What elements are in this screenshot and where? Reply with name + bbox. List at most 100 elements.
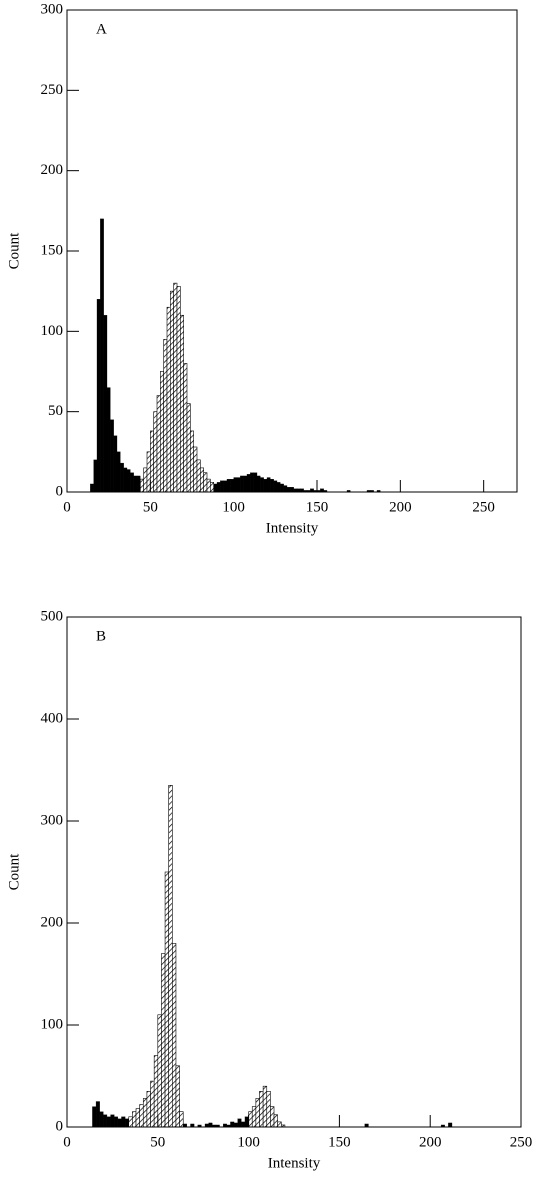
histogram-bar	[230, 1121, 235, 1128]
histogram-bar	[193, 446, 198, 493]
histogram-bar	[280, 483, 284, 493]
plot-frame	[66, 9, 518, 493]
y-tick-label: 100	[41, 323, 64, 339]
histogram-bar	[223, 480, 228, 493]
y-tick-label: 300	[41, 812, 64, 828]
y-tick-label: 0	[56, 483, 64, 499]
histogram-bar	[157, 1014, 162, 1128]
histogram-bar	[253, 472, 258, 493]
histogram-bar	[180, 314, 184, 493]
histogram-bar	[236, 477, 241, 493]
histogram-bar	[286, 487, 291, 493]
histogram-bar	[230, 478, 234, 493]
histogram-bar	[106, 387, 111, 493]
histogram-bar	[283, 485, 288, 493]
panel-label: B	[96, 628, 106, 644]
histogram-bar	[143, 467, 148, 493]
y-tick-label: 250	[41, 82, 64, 98]
histogram-bar	[233, 1122, 238, 1128]
histogram-bar	[150, 1080, 155, 1128]
histogram-bar	[277, 1121, 282, 1128]
histogram-bar	[161, 953, 166, 1128]
x-axis-label: Intensity	[266, 520, 319, 536]
histogram-bar	[103, 1114, 108, 1128]
x-axis-label: Intensity	[268, 1155, 321, 1171]
histogram-bar	[160, 371, 164, 493]
histogram-bar	[176, 286, 181, 493]
histogram-bar	[186, 403, 191, 493]
histogram-bar	[133, 475, 138, 493]
histogram-bar	[90, 483, 94, 493]
y-axis-label: Count	[6, 232, 22, 270]
y-tick-label: 200	[41, 914, 64, 930]
histogram-bar	[170, 290, 174, 493]
histogram-bar	[200, 467, 204, 493]
histogram-bar	[259, 1091, 264, 1128]
histogram-bar	[243, 475, 248, 493]
histogram-bar	[248, 1111, 253, 1128]
histogram-bar	[237, 1118, 242, 1128]
histogram-bar	[263, 478, 268, 493]
histogram-bar	[216, 482, 221, 493]
histogram-bar	[156, 395, 161, 493]
histogram-bar	[210, 482, 214, 493]
histogram-bar	[173, 282, 178, 493]
histogram-bar	[256, 475, 261, 493]
histogram-bar	[120, 462, 124, 493]
histogram-bar	[251, 1106, 257, 1128]
histogram-bar	[203, 472, 208, 493]
histogram-bar	[142, 1098, 148, 1128]
histogram-bar	[246, 474, 251, 493]
histogram-bar	[166, 306, 171, 493]
histogram-bar	[241, 1121, 246, 1128]
histogram-bar	[250, 472, 254, 493]
y-tick-label: 200	[41, 162, 64, 178]
histogram-bar	[206, 478, 211, 493]
histogram-bar	[136, 475, 141, 493]
histogram-bar	[110, 1114, 115, 1128]
histogram-bar	[270, 478, 274, 493]
x-tick-label: 150	[306, 499, 329, 515]
histogram-bar	[244, 1116, 249, 1128]
histogram-bar	[106, 1116, 111, 1128]
x-tick-label: 50	[143, 499, 158, 515]
histogram-bar	[128, 1116, 133, 1128]
histogram-bar	[260, 477, 264, 493]
histogram-bar	[196, 459, 201, 493]
x-tick-label: 250	[472, 499, 495, 515]
x-tick-label: 200	[419, 1134, 442, 1150]
y-tick-label: 150	[41, 242, 64, 258]
x-tick-label: 0	[63, 1134, 71, 1150]
histogram-bar	[113, 435, 118, 493]
histogram-bar	[172, 943, 177, 1128]
histogram-bar	[99, 1111, 104, 1128]
histogram-bar	[124, 1118, 129, 1128]
histogram-bar	[164, 871, 169, 1128]
histogram-bar	[270, 1106, 275, 1128]
histogram-bar	[126, 469, 131, 493]
x-tick-label: 50	[150, 1134, 165, 1150]
x-tick-label: 100	[237, 1134, 260, 1150]
histogram-bar	[163, 339, 168, 493]
y-tick-label: 100	[41, 1016, 64, 1032]
x-tick-label: 100	[222, 499, 245, 515]
histogram-bar	[146, 1091, 151, 1128]
histogram-bar	[213, 483, 218, 493]
histogram-bar	[96, 299, 101, 493]
histogram-bar	[100, 218, 104, 493]
x-tick-label: 150	[328, 1134, 351, 1150]
histogram-bar	[135, 1108, 140, 1128]
histogram-bar	[273, 480, 278, 493]
y-tick-label: 400	[41, 710, 64, 726]
plot-frame	[66, 616, 522, 1128]
y-tick-label: 50	[48, 403, 63, 419]
histogram-bar	[110, 419, 114, 493]
histogram-bar	[266, 1091, 271, 1128]
histogram-bar	[273, 1114, 278, 1128]
x-tick-label: 250	[510, 1134, 533, 1150]
y-tick-label: 0	[56, 1118, 64, 1134]
y-tick-label: 500	[41, 608, 64, 624]
histogram-bar	[92, 1106, 97, 1128]
histogram-bar	[121, 1116, 126, 1128]
histogram-bar	[208, 1122, 213, 1128]
